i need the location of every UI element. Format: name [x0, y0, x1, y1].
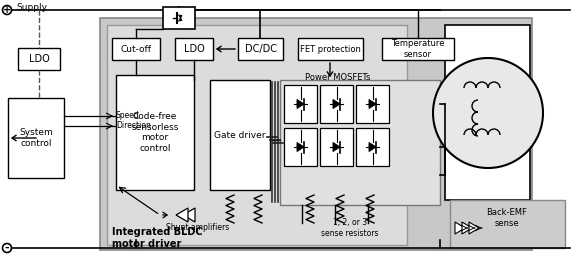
- Bar: [284, 128, 317, 166]
- Polygon shape: [369, 143, 376, 152]
- Bar: [298, 38, 363, 60]
- Text: Supply: Supply: [16, 3, 47, 12]
- Text: Back-EMF
sense: Back-EMF sense: [487, 208, 528, 228]
- Text: Temperature
sensor: Temperature sensor: [391, 39, 445, 59]
- Bar: [450, 200, 565, 248]
- Bar: [116, 75, 194, 190]
- Text: Gate driver: Gate driver: [214, 131, 266, 140]
- Text: Cut-off: Cut-off: [120, 45, 151, 54]
- Text: Code-free
sensorless
motor
control: Code-free sensorless motor control: [131, 112, 179, 153]
- Text: Shunt amplifiers: Shunt amplifiers: [166, 223, 230, 232]
- Bar: [8, 98, 64, 178]
- Text: Integrated BLDC
motor driver: Integrated BLDC motor driver: [112, 227, 203, 249]
- Text: Direction: Direction: [116, 122, 151, 131]
- Bar: [356, 128, 389, 166]
- Polygon shape: [462, 222, 472, 234]
- Text: System
control: System control: [19, 128, 53, 148]
- Bar: [107, 25, 407, 245]
- Text: FET protection: FET protection: [300, 45, 361, 54]
- Bar: [100, 18, 532, 250]
- Polygon shape: [469, 222, 479, 234]
- Text: LDO: LDO: [29, 54, 50, 64]
- Polygon shape: [333, 143, 340, 152]
- Bar: [320, 128, 353, 166]
- Text: DC/DC: DC/DC: [244, 44, 276, 54]
- Circle shape: [2, 5, 12, 15]
- Bar: [175, 38, 213, 60]
- Bar: [112, 38, 160, 60]
- Polygon shape: [333, 100, 340, 109]
- Bar: [280, 80, 440, 205]
- Text: LDO: LDO: [184, 44, 204, 54]
- Circle shape: [2, 243, 12, 252]
- Polygon shape: [297, 100, 304, 109]
- Text: 1, 2, or 3
sense resistors: 1, 2, or 3 sense resistors: [321, 218, 379, 238]
- Circle shape: [433, 58, 543, 168]
- Bar: [445, 25, 530, 200]
- Polygon shape: [297, 143, 304, 152]
- Bar: [382, 38, 454, 60]
- Bar: [284, 85, 317, 123]
- Polygon shape: [455, 222, 465, 234]
- Bar: [18, 48, 60, 70]
- Bar: [356, 85, 389, 123]
- Bar: [320, 85, 353, 123]
- Bar: [238, 38, 283, 60]
- Bar: [210, 80, 270, 190]
- Text: Power MOSFETs: Power MOSFETs: [305, 72, 371, 81]
- Text: +: +: [3, 5, 11, 15]
- Text: -: -: [5, 243, 9, 253]
- Text: Speed: Speed: [116, 112, 140, 121]
- Bar: [163, 7, 195, 29]
- Polygon shape: [176, 208, 188, 222]
- Polygon shape: [183, 208, 195, 222]
- Polygon shape: [369, 100, 376, 109]
